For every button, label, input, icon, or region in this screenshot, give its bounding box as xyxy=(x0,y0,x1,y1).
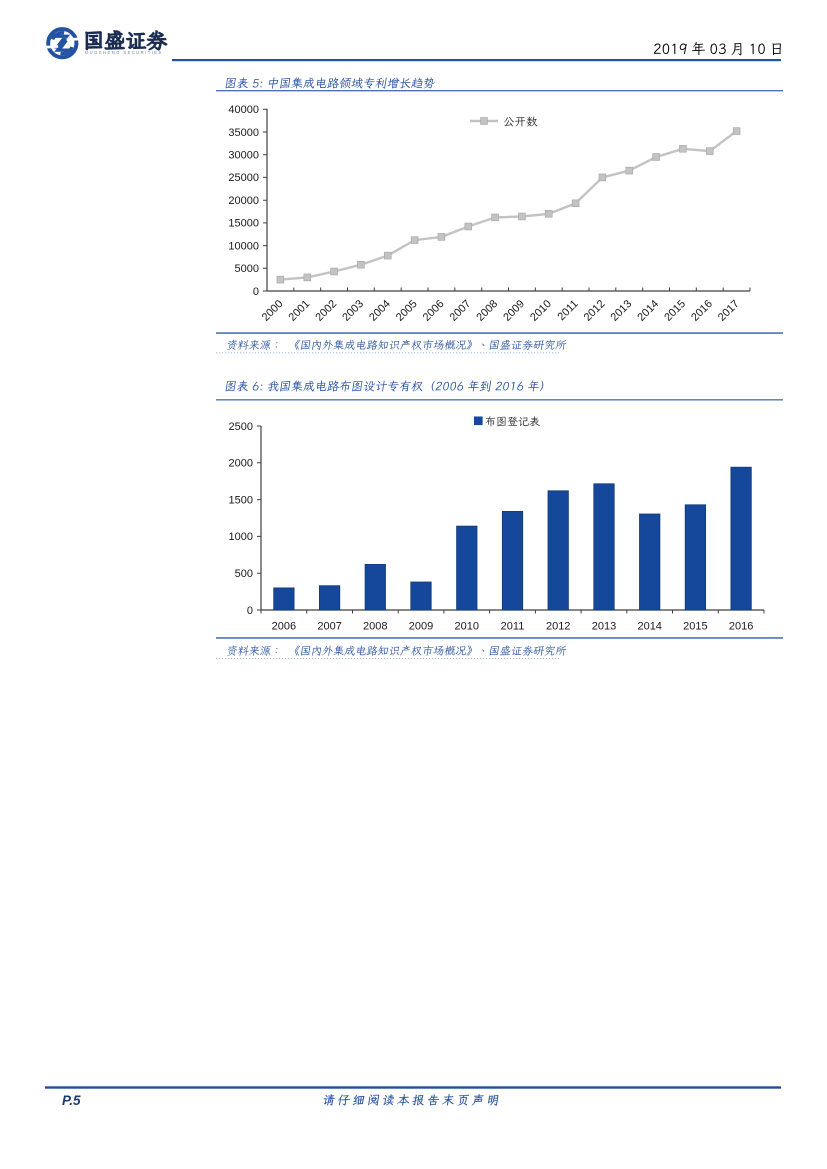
svg-text:GUOSHENG SECURITIES: GUOSHENG SECURITIES xyxy=(85,50,163,55)
svg-text:2016: 2016 xyxy=(729,621,753,633)
svg-text:2008: 2008 xyxy=(363,621,387,633)
svg-text:2013: 2013 xyxy=(592,621,616,633)
svg-text:P.5: P.5 xyxy=(62,1093,81,1108)
svg-text:40000: 40000 xyxy=(228,104,259,116)
svg-text:2004: 2004 xyxy=(367,298,393,324)
svg-text:2011: 2011 xyxy=(556,298,581,323)
svg-text:2500: 2500 xyxy=(229,421,253,433)
svg-text:2014: 2014 xyxy=(635,298,661,324)
svg-text:25000: 25000 xyxy=(228,172,259,184)
svg-text:2003: 2003 xyxy=(340,298,366,324)
svg-text:2014: 2014 xyxy=(637,621,661,633)
svg-text:500: 500 xyxy=(235,568,253,580)
svg-text:2011: 2011 xyxy=(501,621,525,633)
svg-text:35000: 35000 xyxy=(228,127,259,139)
svg-text:2000: 2000 xyxy=(260,298,286,324)
svg-text:2008: 2008 xyxy=(474,298,500,324)
svg-text:2000: 2000 xyxy=(229,458,253,470)
svg-text:2007: 2007 xyxy=(317,621,341,633)
svg-text:2005: 2005 xyxy=(394,298,420,324)
svg-text:2006: 2006 xyxy=(272,621,296,633)
svg-text:0: 0 xyxy=(253,286,259,298)
svg-text:2010: 2010 xyxy=(528,298,554,324)
svg-text:2009: 2009 xyxy=(409,621,433,633)
svg-text:2012: 2012 xyxy=(582,298,608,324)
svg-text:2012: 2012 xyxy=(546,621,570,633)
svg-text:15000: 15000 xyxy=(228,218,259,230)
svg-text:2015: 2015 xyxy=(662,298,688,324)
svg-text:0: 0 xyxy=(247,605,253,617)
svg-text:20000: 20000 xyxy=(228,195,259,207)
svg-text:2009: 2009 xyxy=(501,298,527,324)
svg-text:2010: 2010 xyxy=(455,621,479,633)
svg-text:1000: 1000 xyxy=(229,531,253,543)
svg-text:5000: 5000 xyxy=(235,263,259,275)
svg-text:2007: 2007 xyxy=(448,298,474,324)
svg-text:2006: 2006 xyxy=(421,298,447,324)
svg-text:2013: 2013 xyxy=(609,298,635,324)
svg-text:10000: 10000 xyxy=(228,240,259,252)
svg-text:2002: 2002 xyxy=(313,298,339,324)
svg-text:2017: 2017 xyxy=(716,298,742,324)
svg-text:1500: 1500 xyxy=(229,494,253,506)
svg-text:30000: 30000 xyxy=(228,150,259,162)
svg-text:2001: 2001 xyxy=(287,298,313,324)
svg-text:2016: 2016 xyxy=(689,298,715,324)
svg-text:2015: 2015 xyxy=(683,621,707,633)
